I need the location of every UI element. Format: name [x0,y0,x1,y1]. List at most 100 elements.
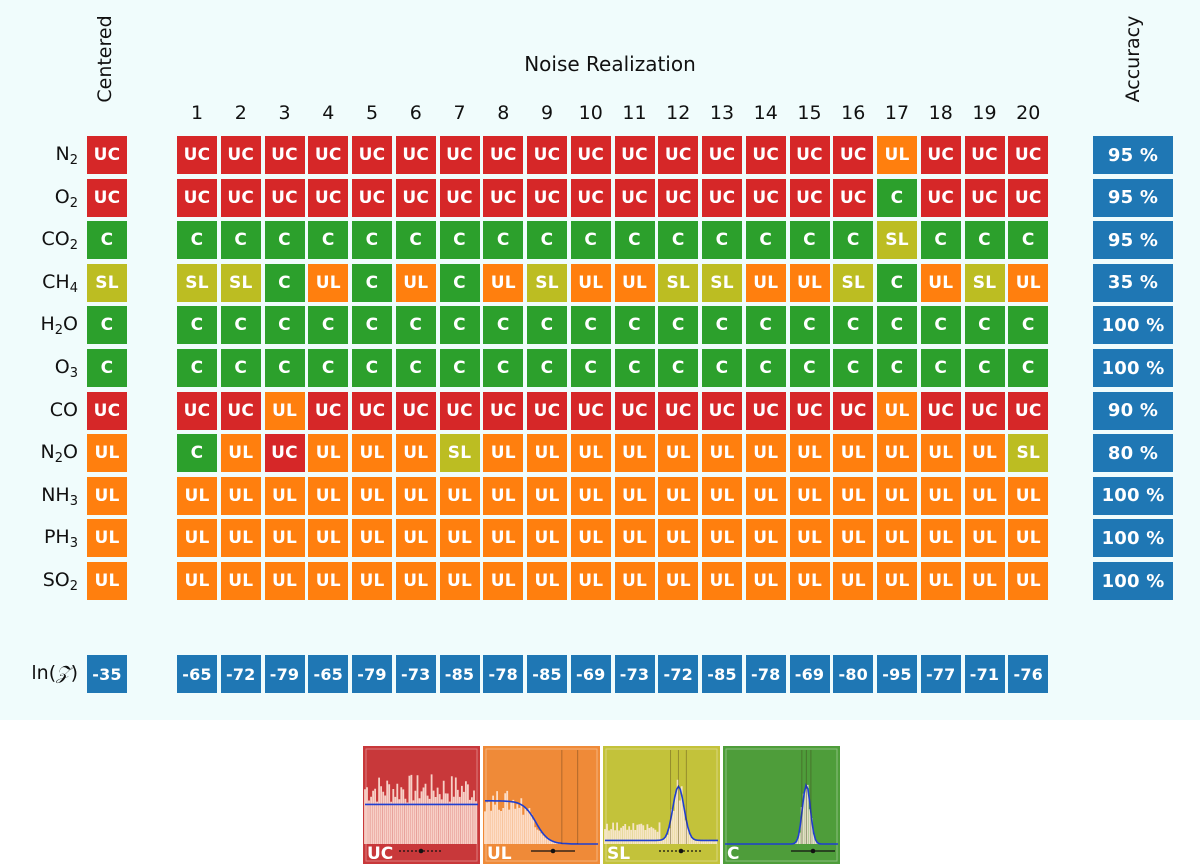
ln-evidence-cell: -77 [920,655,961,693]
legend-panel-frame [365,748,478,862]
heatmap-cell: UC [745,178,786,217]
heatmap-cell: C [658,221,699,260]
heatmap-cell: UC [964,136,1005,174]
heatmap-cell: C [877,349,917,387]
heatmap-cell: UC [177,136,217,174]
centered-cell: UC [87,391,127,430]
heatmap-cell: UL [264,476,305,515]
heatmap-cell: UL [920,562,961,600]
accuracy-cell: 100 % [1093,519,1173,558]
heatmap-cell: UL [789,434,830,473]
heatmap-cell: UL [745,519,786,558]
heatmap-cell: UC [833,178,874,217]
column-number-5: 5 [365,102,379,124]
row-label: H2O [40,313,78,339]
heatmap-cell: SL [177,263,217,302]
legend-panel-sl: SL [603,746,720,864]
heatmap-cell: UC [833,136,874,174]
heatmap-cell: C [920,349,961,387]
heatmap-cell: C [964,221,1005,260]
heatmap-cell: C [352,263,392,302]
heatmap-cell: UL [308,476,349,515]
heatmap-cell: C [220,306,261,345]
centered-cell: C [87,221,127,260]
heatmap-cell: UL [570,562,611,600]
legend-panel-bg [363,746,480,864]
legend-code-label: C [727,844,739,864]
column-number-19: 19 [972,102,997,124]
heatmap-cell: C [308,349,349,387]
ln-evidence-cell: -65 [177,655,217,693]
heatmap-cell: UC [220,391,261,430]
heatmap-cell: UC [702,136,742,174]
heatmap-cell: C [439,263,480,302]
column-number-4: 4 [322,102,335,124]
heatmap-cell: C [789,349,830,387]
heatmap-cell: UC [658,136,699,174]
centered-cell: C [87,306,127,345]
heatmap-cell: C [395,349,436,387]
heatmap-cell: UL [570,434,611,473]
heatmap-cell: C [1008,306,1049,345]
legend-panel-c: C [723,746,840,864]
heatmap-cell: UC [920,136,961,174]
row-label: CO2 [41,228,78,254]
heatmap-cell: UL [964,519,1005,558]
heatmap-cell: UC [570,136,611,174]
heatmap-cell: C [308,306,349,345]
heatmap-cell: UC [395,391,436,430]
heatmap-cell: UC [308,391,349,430]
heatmap-cell: UL [658,519,699,558]
heatmap-cell: C [264,349,305,387]
legend-histogram [484,790,579,844]
heatmap-cell: UC [658,178,699,217]
heatmap-cell: C [264,306,305,345]
column-number-10: 10 [578,102,603,124]
heatmap-cell: SL [1008,434,1049,473]
ln-evidence-cell: -65 [308,655,349,693]
legend-panel-frame [605,748,718,862]
heatmap-cell: UL [745,263,786,302]
heatmap-cell: UC [789,178,830,217]
heatmap-cell: UL [833,519,874,558]
heatmap-cell: UC [308,178,349,217]
row-label: PH3 [43,526,78,552]
heatmap-cell: C [745,221,786,260]
heatmap-cell: SL [220,263,261,302]
heatmap-cell: UC [614,391,655,430]
ln-evidence-cell: -78 [483,655,524,693]
heatmap-cell: UL [745,434,786,473]
heatmap-cell: UL [264,562,305,600]
column-number-18: 18 [928,102,953,124]
ln-evidence-cell: -73 [395,655,436,693]
heatmap-cell: UL [483,519,524,558]
heatmap-cell: UL [1008,519,1049,558]
heatmap-cell: UL [483,476,524,515]
heatmap-cell: UL [308,263,349,302]
heatmap-cell: C [920,221,961,260]
ln-evidence-cell: -85 [439,655,480,693]
legend-posterior-curve [485,800,598,845]
heatmap-cell: UL [395,519,436,558]
heatmap-cell: UL [658,434,699,473]
column-number-20: 20 [1016,102,1041,124]
heatmap-cell: UL [702,519,742,558]
legend-panel-bg [603,746,720,864]
ln-evidence-cell: -78 [745,655,786,693]
heatmap-cell: UL [964,434,1005,473]
heatmap-cell: C [352,306,392,345]
row-label: CO [49,398,78,421]
legend-panel-frame [485,748,598,862]
ln-evidence-cell: -71 [964,655,1005,693]
heatmap-cell: UL [833,476,874,515]
centered-cell: SL [87,263,127,302]
heatmap-cell: UC [614,136,655,174]
heatmap-cell: UL [483,263,524,302]
heatmap-cell: UL [527,519,567,558]
ln-evidence-cell: -79 [352,655,392,693]
centered-cell: UL [87,519,127,558]
ln-evidence-cell: -72 [658,655,699,693]
heatmap-cell: UC [789,391,830,430]
row-label: N2O [40,441,78,467]
heatmap-cell: SL [658,263,699,302]
